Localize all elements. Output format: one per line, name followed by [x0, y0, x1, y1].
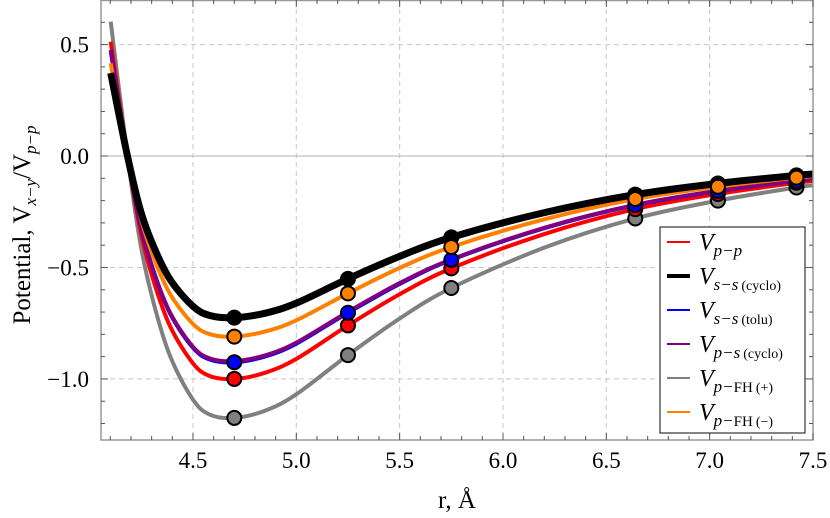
x-tick-label: 6.0 — [489, 448, 518, 473]
plot-frame — [100, 0, 814, 441]
curve-black — [107, 72, 814, 322]
legend-label-red: Vp−p — [699, 230, 742, 260]
legend-label-gray: Vp−FH (+) — [699, 366, 773, 396]
y-tick-label: −0.5 — [47, 255, 89, 280]
marker-gray — [339, 347, 356, 364]
marker-black — [339, 270, 356, 287]
x-tick-label: 5.5 — [385, 448, 414, 473]
x-tick-label: 6.5 — [592, 448, 621, 473]
curve-gray — [108, 21, 814, 421]
y-tick-label: 0.5 — [60, 33, 89, 58]
legend-label-purple: Vp−s (cyclo) — [699, 332, 783, 362]
ticks — [101, 0, 814, 440]
marker-orange — [627, 191, 644, 208]
marker-gray — [443, 279, 460, 296]
x-tick-label: 7.5 — [799, 448, 828, 473]
marker-orange — [788, 169, 805, 186]
marker-blue — [443, 251, 460, 268]
marker-red — [226, 370, 243, 387]
marker-orange — [226, 328, 243, 345]
legend: Vp−p Vs−s (cyclo) Vs−s (tolu) Vp−s (cyclo) Vp−F… — [659, 226, 806, 434]
curve-purple — [108, 50, 814, 364]
y-tick-label: −1.0 — [47, 367, 89, 392]
marker-orange — [709, 178, 726, 195]
x-tick-label: 7.0 — [695, 448, 724, 473]
legend-box — [659, 226, 806, 434]
marker-black — [226, 309, 243, 326]
marker-orange — [443, 238, 460, 255]
x-tick-label: 4.5 — [179, 448, 208, 473]
y-tick-label: 0.0 — [60, 144, 89, 169]
curves — [107, 21, 814, 421]
x-tick-labels: 4.5 5.0 5.5 6.0 6.5 7.0 7.5 — [179, 448, 828, 473]
y-tick-labels: 0.5 0.0 −0.5 −1.0 — [47, 33, 89, 392]
marker-blue — [339, 304, 356, 321]
marker-blue — [226, 354, 243, 371]
legend-label-orange: Vp−FH (−) — [699, 400, 773, 430]
curve-orange — [108, 62, 814, 339]
legend-label-blue: Vs−s (tolu) — [699, 298, 773, 328]
legend-label-black: Vs−s (cyclo) — [699, 264, 781, 294]
x-tick-label: 5.0 — [282, 448, 311, 473]
curve-red — [108, 41, 814, 382]
marker-orange — [339, 285, 356, 302]
marker-gray — [226, 409, 243, 426]
markers — [226, 167, 805, 426]
x-axis-label: r, Å — [438, 487, 476, 514]
y-axis-label: Potential, Vx−y/Vp−p — [9, 125, 40, 324]
